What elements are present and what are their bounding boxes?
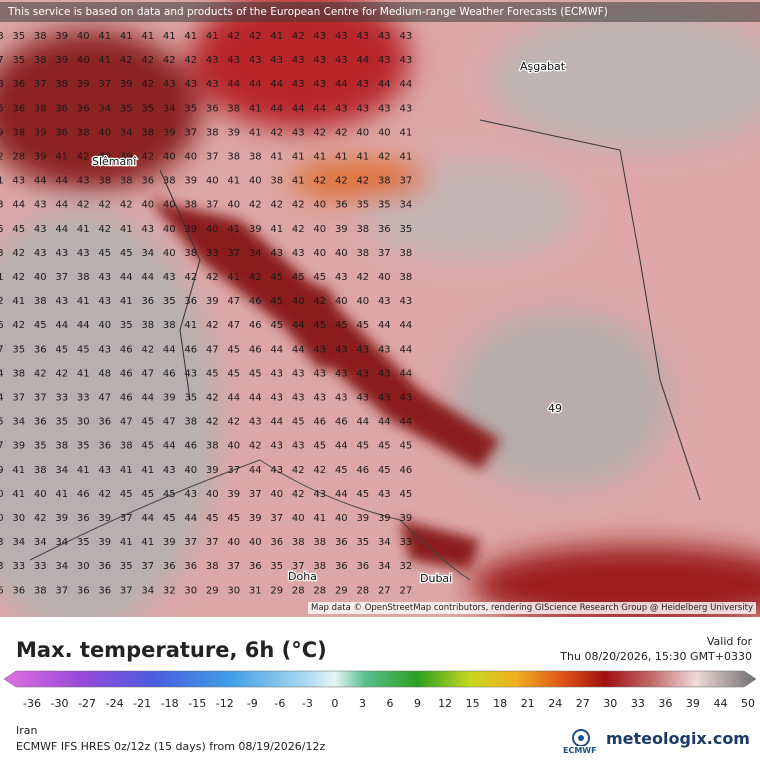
notice-banner: This service is based on data and produc… [0, 2, 760, 22]
value-row: 41 41 42 42 43 44 45 44 40 43 38 36 38 3… [0, 393, 412, 404]
legend-tick: -24 [106, 697, 124, 710]
value-row: 24 25 26 27 28 28 27 26 27 28 29 27 27 2… [0, 31, 412, 42]
legend-tick: 6 [387, 697, 394, 710]
value-row: 42 41 42 41 42 43 43 44 43 42 43 38 39 3… [0, 561, 412, 572]
value-row: 36 37 38 36 37 38 36 35 36 37 28 26 27 2… [0, 127, 412, 138]
attribution: Map data © OpenStreetMap contributors, r… [308, 602, 756, 614]
legend-tick: -27 [78, 697, 96, 710]
legend-tick: -15 [188, 697, 206, 710]
value-row: 41 41 41 42 43 43 44 45 45 41 35 36 36 3… [0, 513, 412, 524]
value-row: 33 41 37 36 35 34 33 35 36 36 37 37 40 4… [0, 176, 412, 187]
legend-tick: 12 [438, 697, 452, 710]
value-row: 41 42 43 43 40 41 38 39 39 41 39 37 37 3… [0, 272, 412, 283]
place-label: Aşgabat [520, 60, 566, 73]
place-label: Slêmanî [92, 155, 137, 168]
value-row: 41 41 42 42 43 44 44 44 45 44 44 40 39 4… [0, 368, 412, 379]
value-row: 40 41 41 41 41 42 43 44 44 43 43 36 37 3… [0, 537, 412, 548]
legend-tick: 0 [331, 697, 338, 710]
legend-tick: 3 [359, 697, 366, 710]
value-row: 30 33 35 33 34 35 33 32 32 30 29 30 29 2… [0, 103, 412, 114]
legend-tick: 36 [658, 697, 672, 710]
legend-tick: -3 [302, 697, 313, 710]
legend-tick: 15 [466, 697, 480, 710]
value-row: 41 41 42 43 44 45 45 46 45 36 35 35 35 3… [0, 344, 412, 355]
valid-time: Thu 08/20/2026, 15:30 GMT+0330 [560, 650, 752, 663]
value-row: 41 42 43 44 45 46 47 42 38 33 35 34 37 3… [0, 320, 412, 331]
legend-tick: 21 [521, 697, 535, 710]
legend-tick: 50 [741, 697, 755, 710]
legend-tick: 18 [493, 697, 507, 710]
value-row: 41 42 41 42 43 44 45 45 40 35 36 35 36 3… [0, 489, 412, 500]
legend-title: Max. temperature, 6h (°C) [16, 638, 327, 662]
place-label: 49 [548, 402, 562, 415]
brand[interactable]: meteologix.com [606, 729, 750, 748]
legend-tick: -18 [161, 697, 179, 710]
value-row: 42 43 43 43 42 38 36 37 36 38 37 36 39 4… [0, 224, 412, 235]
region: Iran [16, 724, 38, 737]
legend-tick: 39 [686, 697, 700, 710]
legend-tick: -36 [23, 697, 41, 710]
legend-tick: -21 [133, 697, 151, 710]
ecmwf-logo [572, 729, 590, 746]
legend-tick: 27 [576, 697, 590, 710]
place-label: Dubai [420, 572, 452, 585]
value-row: 42 42 41 40 38 36 37 35 36 37 36 34 43 4… [0, 200, 412, 211]
legend-tick: 24 [548, 697, 562, 710]
legend-tick: -30 [51, 697, 69, 710]
legend-tick: 30 [603, 697, 617, 710]
value-row: 29 30 33 34 30 31 29 27 28 29 28 29 30 3… [0, 79, 412, 90]
valid-label: Valid for [706, 635, 752, 648]
legend-tick: -9 [247, 697, 258, 710]
place-label: Doha [288, 570, 317, 583]
model-info: ECMWF IFS HRES 0z/12z (15 days) from 08/… [16, 740, 326, 753]
legend-tick: 44 [713, 697, 727, 710]
color-bar: -36 -30 -27 -24 -21 -18 -15 -12 -9 -6 -3 0 3 6 9 12 15 18… [3, 670, 757, 710]
legend-tick: -12 [216, 697, 234, 710]
legend-tick: 33 [631, 697, 645, 710]
value-row: 41 41 43 42 41 38 35 34 37 36 37 37 38 3… [0, 248, 412, 259]
ecmwf-text: ECMWF [563, 746, 597, 755]
value-row: 41 42 39 40 41 40 38 36 35 36 37 39 37 3… [0, 152, 412, 163]
value-row: 40 41 42 42 42 43 44 44 37 36 36 36 37 3… [0, 441, 412, 452]
value-row: 41 42 41 42 43 44 44 45 37 35 35 35 35 4… [0, 465, 412, 476]
value-row: 40 42 41 41 40 42 43 42 43 42 43 42 42 3… [0, 585, 412, 596]
map: 24 25 26 27 28 28 27 26 27 28 29 27 27 2… [0, 0, 760, 617]
value-row: 25 27 28 26 27 29 30 28 28 29 28 29 28 2… [0, 55, 412, 66]
legend-tick: -6 [274, 697, 285, 710]
legend-tick: 9 [414, 697, 421, 710]
value-row: 40 41 41 42 42 42 43 44 42 41 38 36 38 3… [0, 417, 412, 428]
value-row: 42 42 43 44 44 45 46 43 38 39 37 37 38 3… [0, 296, 412, 307]
